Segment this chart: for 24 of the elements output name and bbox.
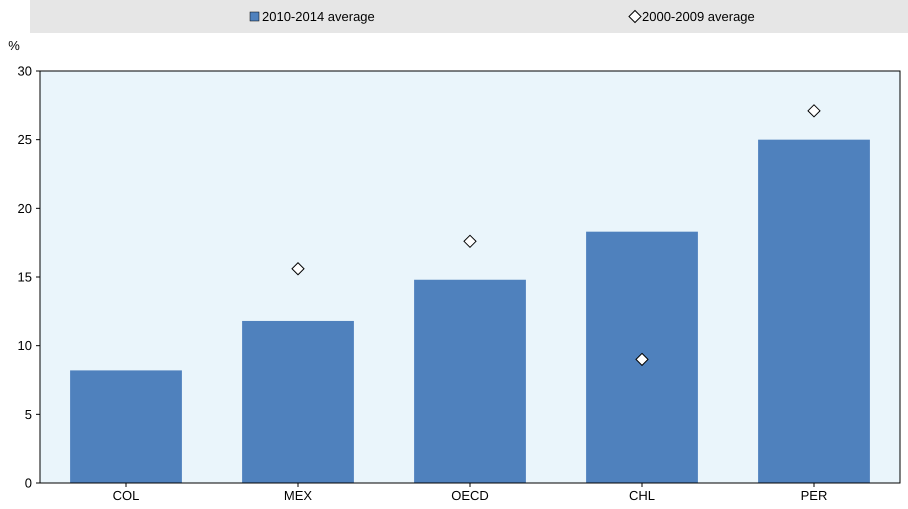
y-axis-title: % (8, 38, 20, 53)
x-tick-label: MEX (284, 488, 312, 503)
y-tick-label: 0 (24, 476, 32, 491)
y-tick-label: 5 (24, 406, 32, 422)
bar (242, 320, 354, 483)
point (292, 262, 304, 276)
bar (414, 280, 526, 483)
point (808, 104, 820, 118)
x-tick-label: CHL (628, 488, 656, 503)
x-tick-label: OECD (451, 488, 489, 503)
point (636, 352, 648, 366)
y-tick-label: 25 (18, 132, 32, 148)
y-tick-label: 10 (18, 338, 32, 354)
y-tick-label: 15 (18, 270, 32, 285)
x-tick-label: PER (800, 488, 828, 503)
bar (70, 370, 182, 483)
point (464, 234, 476, 248)
y-tick-label: 20 (18, 200, 32, 216)
bar (586, 232, 698, 483)
legend-label: 2010-2014 average (262, 9, 375, 24)
legend-label: 2000-2009 average (642, 9, 755, 24)
x-tick-label: COL (112, 488, 140, 503)
y-tick-label: 30 (18, 64, 32, 79)
bar (758, 140, 870, 483)
